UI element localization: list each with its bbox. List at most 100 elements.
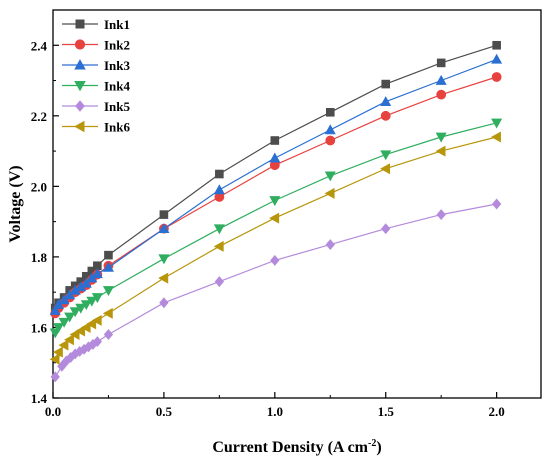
data-point (269, 152, 281, 163)
legend-marker (75, 19, 85, 29)
data-point (80, 321, 91, 333)
data-point (491, 198, 502, 210)
data-point (213, 240, 224, 252)
data-point (69, 328, 80, 341)
data-point (86, 318, 97, 330)
data-point (49, 353, 60, 365)
data-point (269, 196, 281, 207)
legend-item: Ink3 (62, 58, 131, 73)
x-tick-label: 0.0 (45, 404, 61, 419)
data-point (381, 223, 391, 235)
data-point (324, 171, 336, 182)
y-tick-label: 1.8 (31, 250, 48, 265)
y-axis-ticks: 1.4 1.6 1.8 2.0 2.2 2.4 (31, 38, 59, 406)
legend-item: Ink6 (62, 120, 131, 135)
series-ink6 (49, 131, 501, 365)
data-point (491, 72, 502, 82)
data-point (159, 297, 169, 309)
data-point (102, 286, 114, 297)
y-tick-label: 1.4 (31, 391, 48, 406)
y-tick-label: 2.4 (31, 38, 48, 53)
series-line (54, 203, 497, 378)
data-point (64, 312, 76, 323)
data-point (50, 371, 60, 383)
x-tick-label: 2.0 (489, 404, 505, 419)
data-point (75, 325, 86, 337)
legend-item: Ink4 (62, 79, 131, 94)
legend-marker (75, 100, 85, 112)
series-ink5 (50, 198, 502, 383)
x-axis-ticks: 0.0 0.5 1.0 1.5 2.0 (45, 392, 505, 419)
series-ink4 (49, 118, 503, 339)
data-point (104, 250, 113, 260)
data-point (491, 118, 503, 129)
data-point (325, 135, 336, 146)
data-point (49, 304, 61, 315)
legend-label: Ink5 (104, 99, 131, 114)
data-point (325, 239, 335, 251)
data-point (159, 210, 169, 219)
y-tick-label: 2.0 (31, 179, 47, 194)
data-point (58, 294, 70, 305)
data-point (64, 334, 74, 346)
data-point (325, 107, 335, 117)
data-point (213, 224, 225, 235)
data-point (436, 58, 446, 68)
data-point (380, 163, 391, 175)
data-point (269, 212, 280, 224)
data-point (491, 53, 503, 64)
legend: Ink1 Ink2 Ink3 Ink4 Ink5 Ink6 (62, 17, 131, 135)
series-line (54, 58, 497, 311)
data-point (324, 187, 335, 199)
data-point (58, 317, 70, 328)
data-point (86, 296, 98, 307)
legend-label: Ink4 (104, 79, 131, 94)
x-tick-label: 0.5 (156, 404, 173, 419)
data-point (58, 339, 69, 351)
legend-item: Ink1 (62, 17, 130, 32)
data-point (435, 132, 447, 143)
legend-marker (74, 39, 86, 50)
data-point (380, 150, 392, 161)
data-point (69, 307, 81, 318)
data-point (380, 110, 391, 121)
plot-frame (52, 9, 542, 399)
data-point (80, 277, 92, 288)
data-point (214, 276, 225, 288)
data-point (435, 74, 447, 85)
data-point (381, 79, 391, 89)
data-point (270, 136, 280, 145)
data-point (158, 254, 170, 265)
legend-label: Ink1 (104, 17, 130, 32)
data-point (103, 329, 114, 340)
x-tick-label: 1.0 (267, 404, 283, 419)
series-ink3 (49, 53, 503, 315)
data-point (91, 293, 103, 304)
x-axis-title: Current Density (A cm-2) (212, 438, 381, 456)
legend-label: Ink6 (104, 120, 131, 135)
data-point (270, 254, 280, 266)
data-point (491, 131, 501, 143)
data-point (102, 307, 113, 319)
legend-item: Ink5 (62, 99, 131, 114)
data-point (158, 272, 169, 284)
y-tick-label: 2.2 (31, 109, 47, 124)
data-point (52, 346, 63, 358)
legend-label: Ink2 (104, 38, 130, 53)
data-point (215, 169, 224, 179)
legend-label: Ink3 (104, 58, 131, 73)
data-point (158, 223, 170, 233)
data-point (436, 209, 446, 221)
series-line (54, 136, 497, 360)
y-axis-title: Voltage (V) (7, 165, 24, 242)
data-point (80, 300, 92, 311)
data-point (380, 96, 392, 107)
data-point (91, 314, 102, 326)
data-point (213, 184, 225, 195)
data-point (102, 261, 114, 272)
legend-item: Ink2 (62, 38, 130, 53)
data-point (436, 89, 447, 100)
data-point (91, 268, 103, 279)
